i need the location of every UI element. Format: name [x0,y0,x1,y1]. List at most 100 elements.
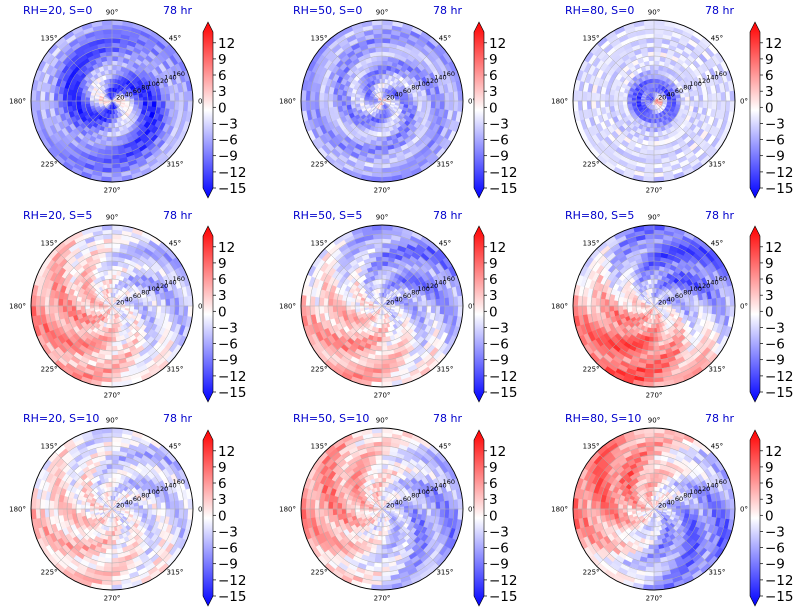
panel-time-label: 78 hr [433,412,462,425]
colorbar-tick-label: 0 [765,508,774,524]
colorbar-tick-label: −6 [218,337,238,353]
radial-tick-label: 160 [443,70,455,78]
colorbar-tick-label: −9 [218,353,238,369]
colorbar-tick-label: −9 [489,149,509,165]
radial-tick-label: 160 [715,275,727,283]
angle-tick-label: 45° [711,240,723,248]
colorbar-tick-label: 3 [765,492,774,508]
radial-tick-label: 160 [173,275,185,283]
angular-gridline [54,248,113,307]
panel-title: RH=50, S=0 [293,4,362,17]
panel-title: RH=20, S=0 [23,4,92,17]
colorbar-tick-label: 12 [218,240,235,256]
colorbar-tick-label: 12 [218,444,235,460]
angle-tick-label: 180° [551,506,568,514]
radial-tick-label: 80 [141,84,149,92]
radial-tick-label: 160 [443,275,455,283]
colorbar-tick-label: −3 [765,320,785,336]
radial-tick-label: 100 [147,488,159,496]
angle-tick-label: 135° [583,443,600,451]
angular-gridline [381,248,440,307]
panel-title: RH=80, S=0 [565,4,634,17]
colorbar-tick-label: −3 [218,116,238,132]
heatmap-field [301,225,463,387]
colorbar-tick-label: −3 [489,116,509,132]
angle-tick-label: 180° [279,98,296,106]
colorbar-tick-label: 0 [489,100,498,116]
angle-tick-label: 270° [104,595,121,603]
radial-tick-label: 140 [434,481,446,489]
angle-tick-label: 225° [583,365,600,373]
angle-tick-label: 90° [376,214,388,222]
angular-gridline [111,43,170,102]
angular-gridline [596,248,655,307]
colorbar-tick-label: 0 [489,508,498,524]
radial-tick-label: 20 [116,502,124,510]
panel-title: RH=20, S=10 [23,412,99,425]
angular-gridline [596,100,655,159]
colorbar-tick-label: 6 [765,68,774,84]
panel-title: RH=80, S=5 [565,209,634,222]
colorbar-tick-label: −3 [765,116,785,132]
angular-gridline [111,248,170,307]
radial-tick-label: 120 [698,77,710,85]
radial-tick-label: 160 [443,478,455,486]
colorbar-tick-label: 3 [765,288,774,304]
colorbar-tick-label: −9 [489,353,509,369]
colorbar-tick-label: −3 [489,320,509,336]
radial-tick-label: 140 [164,73,176,81]
colorbar-bar [473,21,485,199]
radial-tick-label: 20 [386,94,394,102]
angular-gridline [653,248,712,307]
angle-tick-label: 135° [311,240,328,248]
colorbar-tick-label: −3 [765,524,785,540]
colorbar-tick-label: −3 [489,524,509,540]
angular-gridline [381,508,440,567]
angular-gridline [653,100,712,159]
angle-tick-label: 90° [376,9,388,17]
angle-tick-label: 45° [439,443,451,451]
angular-gridline [653,305,712,364]
colorbar-tick-label: −12 [218,369,247,385]
angle-tick-label: 315° [708,365,725,373]
polar-panel: 90°45°0°315°270°225°180°135°20 40 60 801001… [279,209,476,400]
colorbar-tick-label: −15 [489,589,518,605]
radial-tick-label: 120 [156,485,168,493]
angle-tick-label: 225° [311,365,328,373]
panel-time-label: 78 hr [433,209,462,222]
angle-tick-label: 180° [551,303,568,311]
angle-tick-label: 0° [468,98,476,106]
radial-tick-label: 80 [141,289,149,297]
radial-tick-label: 40 [395,498,403,506]
colorbar-tick-label: −6 [489,337,509,353]
angle-tick-label: 270° [104,392,121,400]
angular-gridline [111,508,170,567]
angle-tick-label: 225° [41,365,58,373]
colorbar-tick-label: 9 [489,460,498,476]
radial-tick-label: 40 [125,498,133,506]
radial-tick-label: 100 [417,285,429,293]
radial-tick-label: 140 [164,278,176,286]
radial-tick-label: 80 [411,289,419,297]
angular-gridline [596,508,655,567]
angle-tick-label: 135° [311,35,328,43]
angular-gridline [381,305,440,364]
radial-tick-label: 120 [426,485,438,493]
radial-tick-label: 80 [411,84,419,92]
colorbar-tick-label: 3 [765,84,774,100]
radial-tick-label: 80 [683,84,691,92]
radial-tick-label: 100 [147,285,159,293]
colorbar-tick-label: 9 [489,52,498,68]
colorbar-tick-label: 12 [489,444,506,460]
angle-tick-label: 0° [468,303,476,311]
radial-tick-label: 20 [658,299,666,307]
angle-tick-label: 180° [9,303,26,311]
angle-tick-label: 45° [169,35,181,43]
panel-title: RH=50, S=10 [293,412,369,425]
colorbar-tick-label: 9 [218,52,227,68]
colorbar-bar [473,429,485,607]
colorbar-tick-label: 6 [765,272,774,288]
